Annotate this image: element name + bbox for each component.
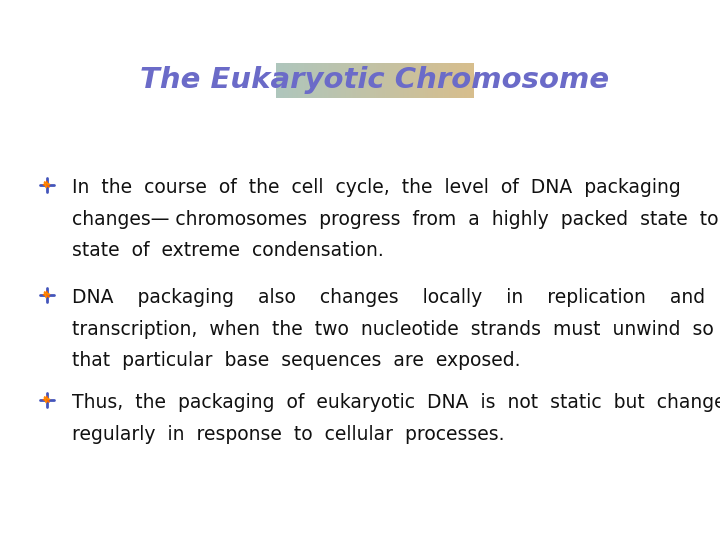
Text: DNA    packaging    also    changes    locally    in    replication    and
trans: DNA packaging also changes locally in re…	[72, 288, 714, 370]
Text: Thus,  the  packaging  of  eukaryotic  DNA  is  not  static  but  changes
regula: Thus, the packaging of eukaryotic DNA is…	[72, 393, 720, 444]
FancyBboxPatch shape	[474, 0, 720, 170]
FancyBboxPatch shape	[0, 0, 720, 63]
Text: In  the  course  of  the  cell  cycle,  the  level  of  DNA  packaging
changes— : In the course of the cell cycle, the lev…	[72, 178, 720, 260]
FancyBboxPatch shape	[0, 98, 720, 180]
Text: The Eukaryotic Chromosome: The Eukaryotic Chromosome	[140, 66, 610, 94]
FancyBboxPatch shape	[0, 0, 276, 170]
